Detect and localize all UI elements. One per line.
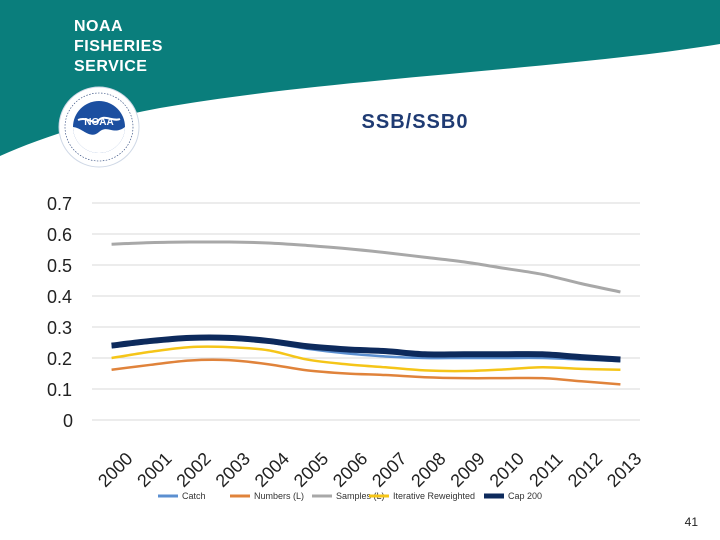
y-tick-label: 0.7 (47, 194, 72, 214)
grid-lines (92, 202, 640, 421)
x-tick-label: 2006 (329, 449, 371, 491)
x-tick-label: 2002 (172, 449, 214, 491)
y-tick-label: 0.4 (47, 287, 72, 307)
y-axis: 0 0.1 0.2 0.3 0.4 0.5 0.6 0.7 (47, 194, 73, 431)
legend-label: Samples (L) (336, 491, 385, 501)
x-tick-label: 2003 (212, 449, 254, 491)
series-line-2 (111, 240, 621, 294)
line-chart: 00.10.20.30.40.50.60.7 20002001200220032… (47, 194, 645, 501)
brand-line-1: NOAA (74, 18, 124, 35)
y-tick-label: 0 (63, 411, 73, 431)
x-tick-label: 2004 (251, 449, 293, 491)
legend: Catch Numbers (L) Samples (L) Iterative Rew… (158, 491, 542, 501)
x-tick-label: 2007 (368, 449, 410, 491)
x-tick-label: 2010 (486, 449, 528, 491)
series-line-3 (111, 345, 621, 373)
y-tick-label: 0.1 (47, 380, 72, 400)
logo-text: NOAA (84, 117, 113, 128)
legend-label: Catch (182, 491, 206, 501)
series-line-4 (111, 334, 621, 363)
x-axis: 2000200120022003200420052006200720082009… (94, 449, 645, 491)
y-tick-label: 0.2 (47, 349, 72, 369)
series-lines (111, 240, 621, 386)
x-tick-label: 2009 (446, 449, 488, 491)
legend-label: Numbers (L) (254, 491, 304, 501)
y-tick-label: 0.3 (47, 318, 72, 338)
legend-label: Iterative Reweighted (393, 491, 475, 501)
page-number: 41 (684, 515, 698, 529)
series-line-1 (111, 358, 621, 386)
header-band (0, 0, 720, 156)
brand-line-2: FISHERIES (74, 38, 163, 55)
x-tick-label: 2005 (290, 449, 332, 491)
x-tick-label: 2011 (525, 449, 567, 491)
x-tick-label: 2013 (603, 449, 645, 491)
x-tick-label: 2008 (407, 449, 449, 491)
y-tick-label: 0.6 (47, 225, 72, 245)
brand-line-3: SERVICE (74, 58, 148, 75)
y-tick-label: 0.5 (47, 256, 72, 276)
x-tick-label: 2000 (94, 449, 136, 491)
x-tick-label: 2001 (133, 449, 175, 491)
x-tick-label: 2012 (564, 449, 606, 491)
chart-title: SSB/SSB0 (361, 111, 469, 133)
legend-label: Cap 200 (508, 491, 542, 501)
noaa-logo: NOAA (58, 86, 140, 168)
